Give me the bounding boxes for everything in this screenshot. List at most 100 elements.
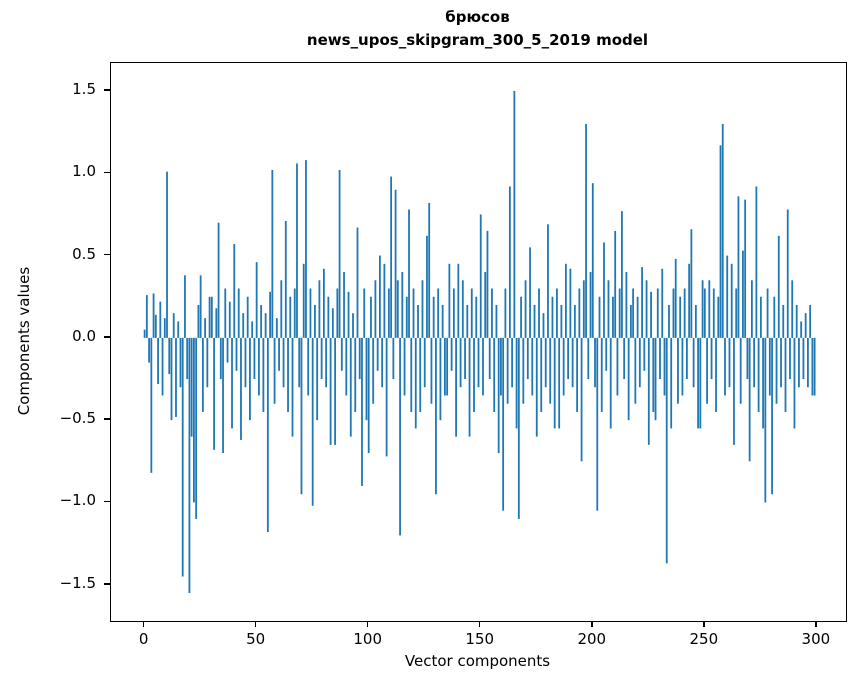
bar bbox=[513, 90, 516, 338]
y-tick bbox=[104, 171, 110, 174]
bars-canvas bbox=[143, 90, 816, 594]
bar bbox=[544, 337, 547, 388]
bar bbox=[560, 304, 563, 338]
bar bbox=[618, 288, 621, 338]
bar bbox=[300, 337, 303, 495]
y-tick bbox=[104, 500, 110, 503]
bar bbox=[224, 288, 227, 338]
bar bbox=[374, 280, 377, 338]
bar bbox=[387, 288, 390, 338]
bar bbox=[746, 337, 749, 380]
bar bbox=[311, 337, 314, 506]
bar bbox=[278, 337, 280, 371]
bar bbox=[242, 313, 245, 338]
bar bbox=[284, 221, 287, 338]
bar bbox=[354, 337, 357, 412]
bar bbox=[605, 337, 608, 371]
bar bbox=[352, 313, 354, 338]
bar bbox=[795, 304, 798, 338]
bar bbox=[477, 337, 480, 388]
bar bbox=[457, 263, 460, 338]
bar bbox=[145, 295, 148, 338]
bar bbox=[773, 296, 776, 338]
bar bbox=[522, 337, 525, 404]
bar bbox=[379, 255, 381, 338]
bar bbox=[580, 337, 583, 462]
bar bbox=[349, 337, 352, 437]
bar bbox=[459, 337, 462, 388]
bar bbox=[403, 337, 406, 396]
bar bbox=[233, 244, 236, 338]
bar bbox=[681, 337, 684, 396]
bar bbox=[428, 202, 431, 338]
bar bbox=[329, 337, 332, 445]
bar bbox=[385, 337, 388, 457]
bar bbox=[280, 280, 283, 338]
bar bbox=[789, 337, 791, 380]
bar bbox=[390, 176, 393, 338]
bar bbox=[569, 268, 572, 338]
bar bbox=[706, 337, 708, 404]
bar bbox=[197, 304, 200, 338]
bar bbox=[168, 337, 171, 375]
bar bbox=[686, 337, 688, 380]
bar bbox=[524, 280, 527, 338]
y-tick bbox=[104, 418, 110, 420]
bar bbox=[228, 301, 231, 338]
bar bbox=[336, 288, 339, 338]
bar bbox=[381, 337, 384, 388]
bar bbox=[598, 296, 601, 338]
bar bbox=[484, 272, 487, 338]
bar bbox=[291, 337, 294, 437]
bar bbox=[578, 288, 581, 338]
x-tick bbox=[366, 621, 369, 627]
y-tick-label: 0.5 bbox=[72, 244, 96, 263]
bar bbox=[287, 337, 289, 412]
bar bbox=[531, 337, 534, 396]
bar bbox=[775, 337, 778, 404]
y-tick-label: 0.0 bbox=[72, 326, 96, 345]
bar bbox=[175, 337, 177, 417]
bar bbox=[549, 337, 552, 404]
bar bbox=[307, 337, 310, 396]
x-tick-label: 0 bbox=[138, 630, 149, 648]
bar bbox=[435, 337, 437, 495]
bar bbox=[394, 189, 397, 338]
bar bbox=[564, 263, 567, 338]
bar bbox=[439, 337, 442, 421]
bar bbox=[694, 304, 697, 338]
bar bbox=[504, 288, 507, 338]
bar bbox=[661, 268, 664, 338]
bar bbox=[679, 296, 682, 338]
bar bbox=[343, 272, 345, 338]
x-tick-label: 250 bbox=[689, 630, 719, 648]
bar bbox=[724, 337, 726, 396]
bar bbox=[506, 337, 509, 404]
bar bbox=[677, 337, 679, 404]
bar bbox=[517, 337, 520, 519]
bar bbox=[511, 337, 514, 388]
bar bbox=[703, 288, 706, 338]
bar bbox=[556, 288, 558, 338]
x-tick bbox=[591, 621, 593, 627]
bar bbox=[798, 337, 800, 388]
bar bbox=[764, 337, 767, 503]
bar bbox=[217, 222, 220, 338]
bar bbox=[782, 304, 785, 338]
bar bbox=[591, 183, 594, 338]
bar bbox=[757, 337, 760, 412]
bar bbox=[157, 337, 159, 384]
bar bbox=[791, 280, 794, 338]
bar bbox=[199, 275, 202, 338]
x-tick bbox=[478, 621, 481, 627]
bar bbox=[186, 337, 189, 380]
bar bbox=[753, 337, 756, 388]
bar bbox=[573, 304, 576, 338]
bar bbox=[520, 296, 522, 338]
bar bbox=[470, 288, 473, 338]
x-tick bbox=[254, 621, 257, 627]
bar bbox=[148, 337, 150, 363]
bar bbox=[562, 337, 565, 396]
bar bbox=[721, 123, 724, 338]
bar bbox=[488, 337, 491, 380]
